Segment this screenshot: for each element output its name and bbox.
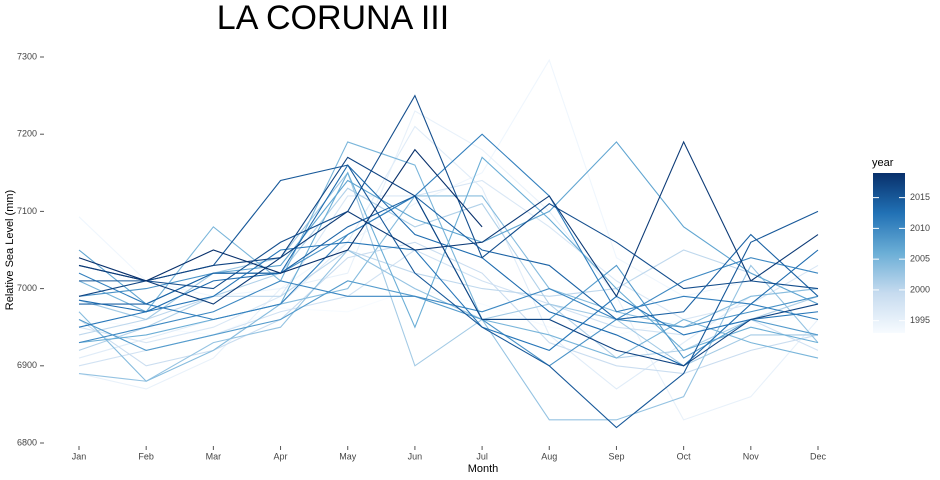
series-line: [78, 257, 819, 344]
legend-tick-label: 2010: [910, 223, 930, 233]
legend-tick-label: 2015: [910, 192, 930, 202]
x-tick-label: Apr: [274, 451, 288, 461]
series-line: [78, 171, 818, 367]
series-line: [78, 195, 819, 382]
series-line: [78, 249, 819, 421]
y-tick-label: 7000: [17, 283, 37, 293]
y-axis-label: Relative Sea Level (mm): [4, 190, 16, 310]
y-tick-label: 6900: [17, 360, 37, 370]
series-line: [78, 156, 819, 351]
y-tick-label: 7100: [17, 206, 37, 216]
y-tick-label: 7300: [17, 51, 37, 61]
x-tick-label: Jun: [408, 451, 423, 461]
legend-title: year: [872, 157, 894, 169]
x-tick-label: Feb: [138, 451, 154, 461]
x-axis-label: Month: [468, 463, 499, 475]
x-tick-label: Dec: [810, 451, 827, 461]
series-line: [78, 241, 819, 351]
series-line: [78, 156, 819, 367]
series-line: [78, 141, 819, 359]
series-line: [78, 288, 819, 336]
y-tick-label: 6800: [17, 437, 37, 447]
x-tick-label: Mar: [206, 451, 222, 461]
series-line: [78, 125, 819, 390]
legend-tick-label: 2000: [910, 284, 930, 294]
series-line: [78, 148, 483, 282]
x-tick-label: Jul: [476, 451, 488, 461]
series-line: [79, 195, 819, 321]
x-tick-label: Sep: [608, 451, 624, 461]
y-tick-label: 7200: [17, 129, 37, 139]
series-line: [78, 94, 819, 290]
series-line: [78, 179, 819, 344]
legend-tick-label: 2005: [910, 254, 930, 264]
x-tick-label: May: [339, 451, 357, 461]
x-tick-label: Oct: [677, 451, 692, 461]
colorbar: [873, 173, 905, 333]
chart-title: LA CORUNA III: [217, 0, 449, 37]
x-tick-label: Jan: [72, 451, 87, 461]
x-tick-label: Nov: [743, 451, 760, 461]
series-line: [78, 133, 819, 321]
series-line: [78, 187, 819, 359]
series-line: [78, 110, 819, 421]
x-tick-label: Aug: [541, 451, 557, 461]
legend-tick-label: 1995: [910, 315, 930, 325]
series-line: [78, 140, 819, 305]
